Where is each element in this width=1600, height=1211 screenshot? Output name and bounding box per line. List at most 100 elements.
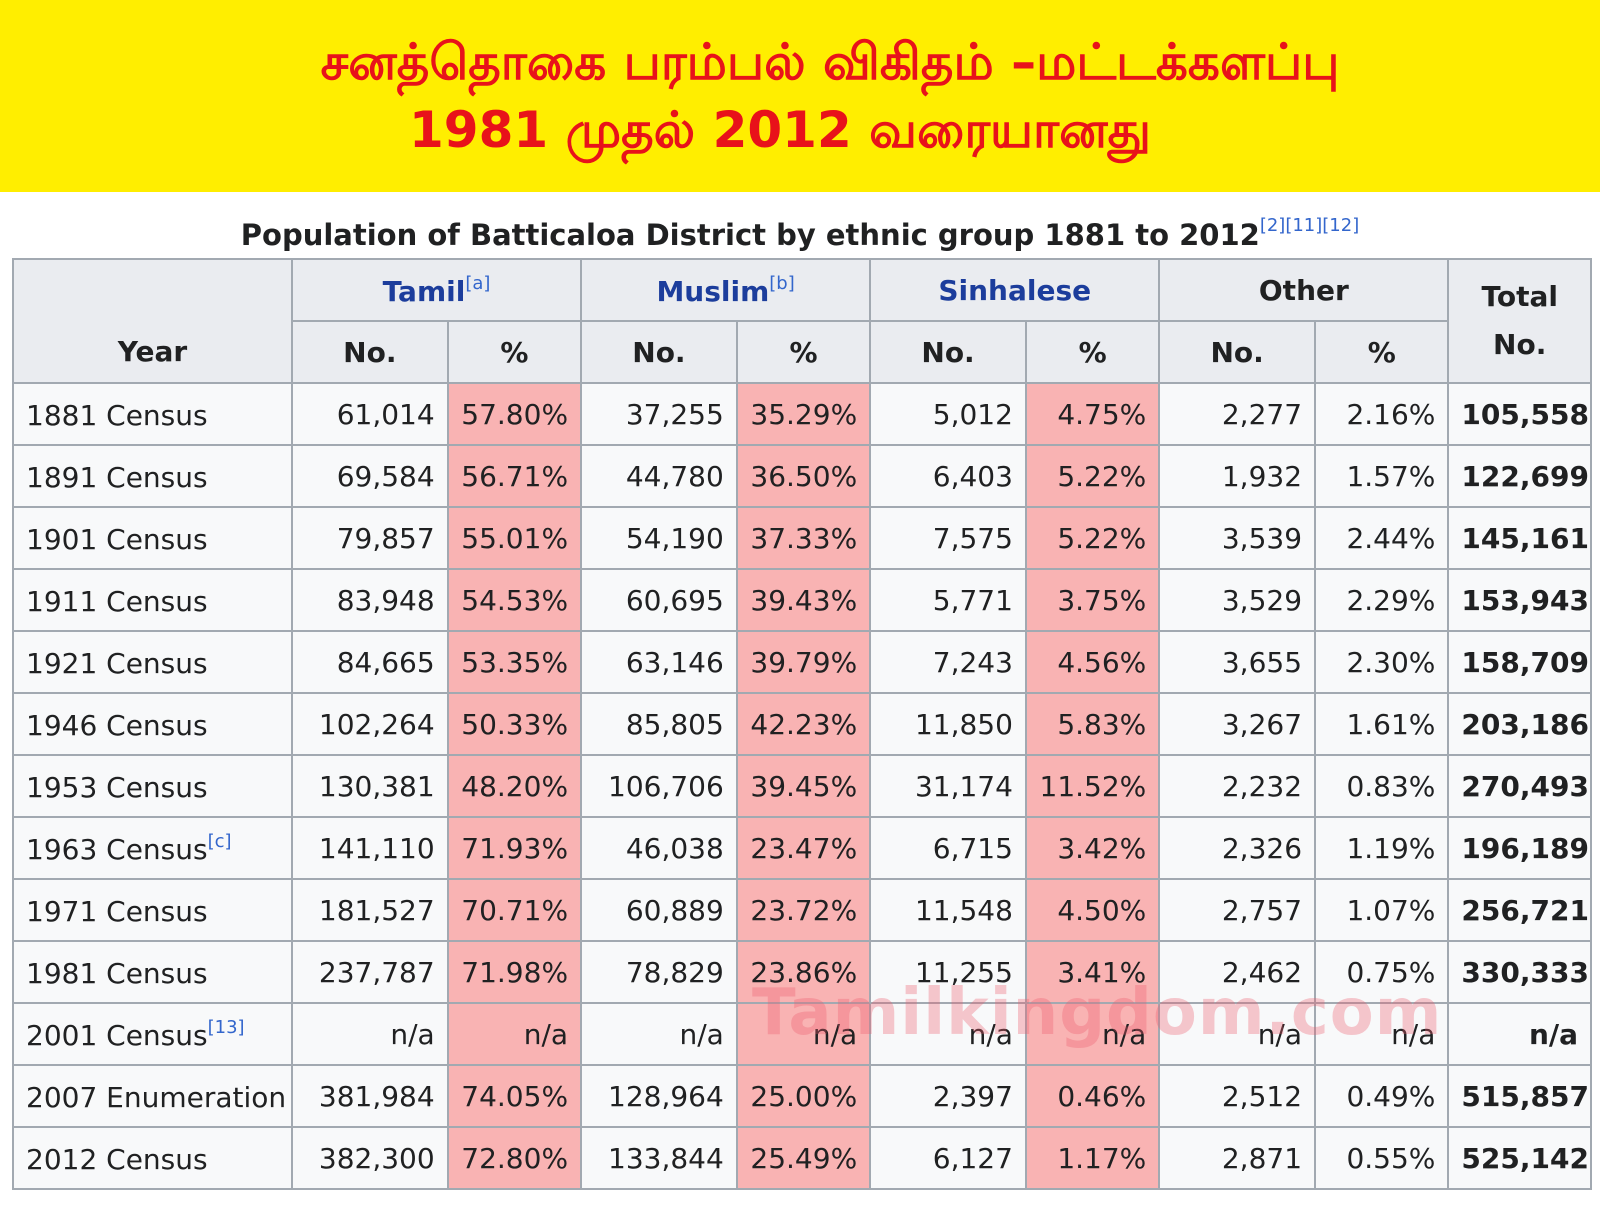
banner-title-line-2: 1981 முதல் 2012 வரையானது (409, 101, 1151, 159)
cell-year-text: 1971 Census (26, 894, 208, 928)
table-row: 1911 Census 83,948 54.53% 60,695 39.43% 5,771… (12, 568, 1592, 632)
header-year: Year (12, 258, 293, 384)
cell-muslim-no: 106,706 (580, 754, 738, 818)
cell-sinh-pct: n/a (1024, 1002, 1161, 1066)
banner-title-line-1: சனத்தொகை பரம்பல் விகிதம் –மட்டக்களப்பு (320, 33, 1340, 91)
cell-other-no: 3,655 (1158, 630, 1317, 694)
cell-sinh-pct: 4.75% (1024, 382, 1161, 446)
header-total-line-2: No. (1493, 328, 1547, 361)
header-group-tamil-label[interactable]: Tamil (382, 274, 466, 308)
cell-muslim-no: 54,190 (580, 506, 738, 570)
cell-other-no: 1,932 (1158, 444, 1317, 508)
header-group-tamil[interactable]: Tamil[a] (290, 258, 583, 322)
cell-sinh-no: 6,403 (869, 444, 1027, 508)
cell-total: 330,333 (1447, 940, 1592, 1004)
cell-tamil-pct: 54.53% (446, 568, 583, 632)
cell-total: 145,161 (1447, 506, 1592, 570)
cell-tamil-no: 83,948 (290, 568, 449, 632)
cell-year-note[interactable]: [c] (207, 830, 232, 852)
header-tamil-pct: % (446, 320, 583, 384)
cell-year-text: 2001 Census (26, 1018, 208, 1052)
cell-sinh-pct: 5.22% (1024, 444, 1161, 508)
header-group-sinhalese[interactable]: Sinhalese (869, 258, 1161, 322)
cell-muslim-pct: 37.33% (735, 506, 872, 570)
cell-other-no: 2,512 (1158, 1064, 1317, 1128)
cell-year-text: 1921 Census (26, 646, 208, 680)
table-row: 1946 Census 102,264 50.33% 85,805 42.23% 11,8… (12, 692, 1592, 756)
caption-citations[interactable]: [2][11][12] (1259, 215, 1360, 236)
cell-other-no: 2,462 (1158, 940, 1317, 1004)
cell-tamil-no: 141,110 (290, 816, 449, 880)
cell-other-no: 3,529 (1158, 568, 1317, 632)
cell-muslim-no: 44,780 (580, 444, 738, 508)
cell-tamil-pct: 71.98% (446, 940, 583, 1004)
cell-sinh-no: 7,575 (869, 506, 1027, 570)
cell-other-pct: 2.29% (1314, 568, 1450, 632)
cell-sinh-pct: 5.83% (1024, 692, 1161, 756)
cell-other-no: 2,757 (1158, 878, 1317, 942)
cell-total: 203,186 (1447, 692, 1592, 756)
cell-sinh-pct: 5.22% (1024, 506, 1161, 570)
cell-year: 2007 Enumeration (12, 1064, 293, 1128)
table-row: 1901 Census 79,857 55.01% 54,190 37.33% 7,575… (12, 506, 1592, 570)
header-muslim-no: No. (580, 320, 738, 384)
cell-tamil-no: 61,014 (290, 382, 449, 446)
cell-year-text: 1963 Census (26, 832, 208, 866)
cell-sinh-no: 2,397 (869, 1064, 1027, 1128)
cell-other-no: 2,232 (1158, 754, 1317, 818)
table-row: 1891 Census 69,584 56.71% 44,780 36.50% 6,403… (12, 444, 1592, 508)
cell-muslim-no: 85,805 (580, 692, 738, 756)
table-row: 2012 Census 382,300 72.80% 133,844 25.49% 6,1… (12, 1126, 1592, 1190)
cell-muslim-pct: 42.23% (735, 692, 872, 756)
cell-other-pct: 2.30% (1314, 630, 1450, 694)
cell-muslim-pct: 23.86% (735, 940, 872, 1004)
cell-other-no: 2,326 (1158, 816, 1317, 880)
cell-year-text: 1911 Census (26, 584, 208, 618)
table-row: 1881 Census 61,014 57.80% 37,255 35.29% 5,012… (12, 382, 1592, 446)
cell-sinh-no: 5,012 (869, 382, 1027, 446)
cell-year: 1963 Census[c] (12, 816, 293, 880)
header-tamil-no: No. (290, 320, 449, 384)
cell-sinh-pct: 1.17% (1024, 1126, 1161, 1190)
header-group-sinhalese-label[interactable]: Sinhalese (938, 273, 1092, 307)
header-group-other-label: Other (1258, 273, 1349, 307)
cell-muslim-no: 60,889 (580, 878, 738, 942)
cell-muslim-pct: 39.45% (735, 754, 872, 818)
caption-text: Population of Batticaloa District by eth… (240, 218, 1260, 252)
header-group-muslim[interactable]: Muslim[b] (580, 258, 872, 322)
cell-sinh-no: 31,174 (869, 754, 1027, 818)
cell-year: 1911 Census (12, 568, 293, 632)
table-row: 2001 Census[13] n/a n/a n/a n/a n/a n/a n/a n/a n… (12, 1002, 1592, 1066)
cell-other-no: n/a (1158, 1002, 1317, 1066)
table-body: 1881 Census 61,014 57.80% 37,255 35.29% 5,012… (12, 382, 1592, 1190)
cell-muslim-pct: 23.47% (735, 816, 872, 880)
table-row: 1981 Census 237,787 71.98% 78,829 23.86% 11,2… (12, 940, 1592, 1004)
cell-muslim-pct: 39.43% (735, 568, 872, 632)
cell-year-note[interactable]: [13] (207, 1016, 245, 1038)
header-sinhalese-no: No. (869, 320, 1027, 384)
cell-total: 196,189 (1447, 816, 1592, 880)
cell-tamil-no: 382,300 (290, 1126, 449, 1190)
header-group-other: Other (1158, 258, 1450, 322)
cell-total: 515,857 (1447, 1064, 1592, 1128)
cell-tamil-no: 102,264 (290, 692, 449, 756)
cell-tamil-pct: 50.33% (446, 692, 583, 756)
cell-total: 270,493 (1447, 754, 1592, 818)
cell-tamil-no: 69,584 (290, 444, 449, 508)
header-total-line-1: Total (1481, 280, 1558, 313)
table-row: 1921 Census 84,665 53.35% 63,146 39.79% 7,243… (12, 630, 1592, 694)
population-table: Year Tamil[a] Muslim[b] Sinhalese Other … (12, 258, 1592, 1190)
cell-tamil-pct: 72.80% (446, 1126, 583, 1190)
cell-sinh-pct: 3.42% (1024, 816, 1161, 880)
cell-other-pct: 1.19% (1314, 816, 1450, 880)
cell-sinh-no: 11,850 (869, 692, 1027, 756)
header-group-muslim-note[interactable]: [b] (769, 272, 795, 294)
header-group-tamil-note[interactable]: [a] (465, 272, 491, 294)
cell-muslim-no: n/a (580, 1002, 738, 1066)
population-table-wrapper: Year Tamil[a] Muslim[b] Sinhalese Other … (12, 258, 1592, 1192)
cell-year-text: 1901 Census (26, 522, 208, 556)
cell-muslim-no: 63,146 (580, 630, 738, 694)
cell-tamil-no: 381,984 (290, 1064, 449, 1128)
header-group-muslim-label[interactable]: Muslim (656, 274, 770, 308)
cell-other-pct: 1.57% (1314, 444, 1450, 508)
